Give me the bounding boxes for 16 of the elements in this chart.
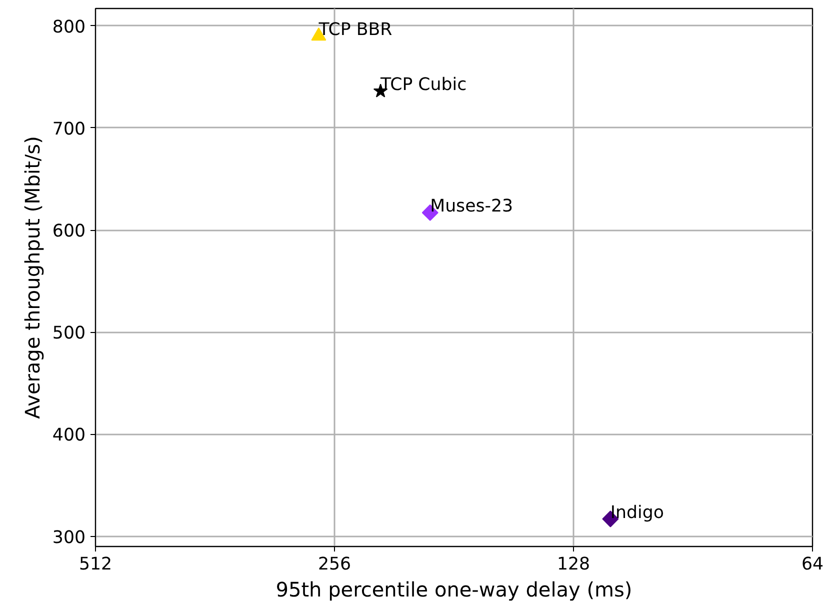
- y-tick-label: 500: [52, 324, 86, 344]
- series-label: TCP Cubic: [380, 75, 467, 96]
- series-label: Indigo: [610, 502, 664, 523]
- x-tick-label: 512: [78, 554, 112, 574]
- x-tick-label: 256: [318, 554, 352, 574]
- y-axis-title: Average throughput (Mbit/s): [20, 136, 44, 419]
- series-label: Muses-23: [430, 196, 514, 217]
- y-tick-label: 600: [52, 222, 86, 242]
- y-tick-label: 800: [52, 17, 86, 38]
- x-tick-label: 128: [556, 554, 590, 574]
- x-axis-title: 95th percentile one-way delay (ms): [276, 578, 632, 602]
- y-tick-label: 300: [52, 528, 86, 548]
- x-tick-label: 64: [801, 554, 824, 574]
- series-label: TCP BBR: [318, 20, 392, 40]
- y-tick-label: 700: [52, 119, 86, 140]
- y-tick-label: 400: [52, 426, 86, 446]
